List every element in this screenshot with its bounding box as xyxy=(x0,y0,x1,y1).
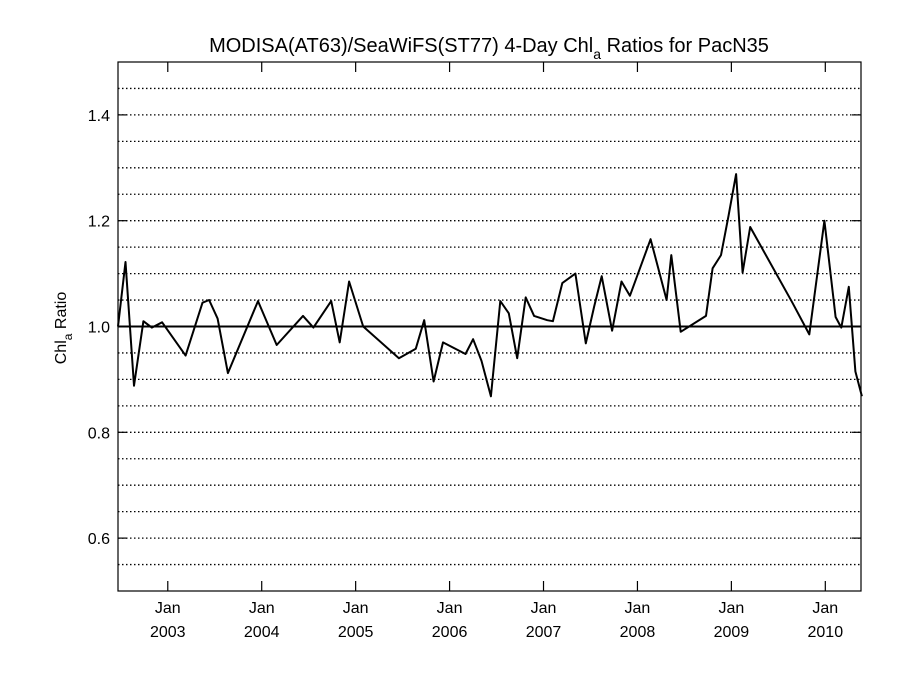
x-tick-year: 2003 xyxy=(150,624,186,641)
x-tick-year: 2004 xyxy=(244,624,280,641)
x-tick-month: Jan xyxy=(249,600,275,617)
x-tick-month: Jan xyxy=(437,600,463,617)
y-tick-label: 0.6 xyxy=(88,531,110,548)
x-tick-year: 2006 xyxy=(432,624,468,641)
x-tick-month: Jan xyxy=(812,600,838,617)
x-tick-year: 2005 xyxy=(338,624,374,641)
x-tick-year: 2007 xyxy=(526,624,562,641)
y-tick-label: 0.8 xyxy=(88,425,110,442)
y-tick-label: 1.0 xyxy=(88,320,110,337)
data-series xyxy=(117,173,863,398)
x-tick-year: 2010 xyxy=(808,624,844,641)
x-tick-year: 2008 xyxy=(620,624,656,641)
x-tick-month: Jan xyxy=(625,600,651,617)
x-tick-year: 2009 xyxy=(714,624,750,641)
ratio-series-line xyxy=(117,173,863,398)
x-tick-month: Jan xyxy=(155,600,181,617)
tick-labels: 0.6 0.8 1.0 1.2 1.4 Jan 2003 Jan 2004 Jan 2005 Jan 2… xyxy=(88,108,843,641)
chart-title: MODISA(AT63)/SeaWiFS(ST77) 4-Day Chla Ra… xyxy=(209,35,769,62)
x-tick-month: Jan xyxy=(343,600,369,617)
y-axis-label: Chla Ratio xyxy=(53,292,75,365)
x-tick-month: Jan xyxy=(718,600,744,617)
y-tick-label: 1.4 xyxy=(88,108,110,125)
y-tick-label: 1.2 xyxy=(88,214,110,231)
grid-lines xyxy=(118,87,861,566)
x-tick-month: Jan xyxy=(531,600,557,617)
